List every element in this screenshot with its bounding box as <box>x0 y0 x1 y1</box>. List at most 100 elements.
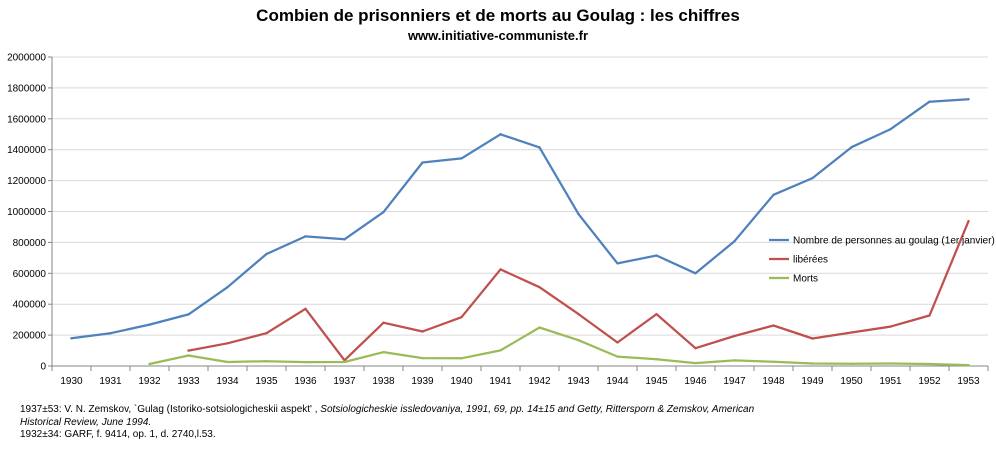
y-tick-label: 1600000 <box>7 114 46 125</box>
x-tick-label: 1942 <box>528 376 551 387</box>
series-2-point <box>928 314 931 317</box>
series-1-point <box>811 176 814 180</box>
footnote-line-2: Historical Review, June 1994. <box>20 416 152 428</box>
footnote-line-1-prefix: 1937±53: V. N. Zemskov, `Gulag (Istoriko… <box>20 404 318 415</box>
footnote-line-3: 1932±34: GARF, f. 9414, op. 1, d. 2740,l… <box>20 429 216 440</box>
x-tick-label: 1952 <box>918 376 941 387</box>
y-tick-label: 1200000 <box>7 176 46 187</box>
series-3-point <box>304 360 307 364</box>
x-tick-label: 1948 <box>762 376 785 387</box>
series-1-point <box>109 332 112 335</box>
line-chart: 0 200000 400000 600000 800000 1000000 1200000 1… <box>7 53 995 388</box>
series-1-point <box>343 238 346 241</box>
series-2-point <box>421 330 424 333</box>
series-2-point <box>733 334 736 338</box>
legend-label: Morts <box>793 274 818 285</box>
series-2-point <box>616 341 619 344</box>
series-1-point <box>616 262 619 265</box>
series-1-point <box>187 313 190 316</box>
series-2-point <box>694 347 697 350</box>
series-2-point <box>655 312 658 316</box>
x-tick-label: 1940 <box>450 376 473 387</box>
series-2-point <box>538 286 541 289</box>
series-3-group <box>148 326 970 367</box>
x-tick-label: 1941 <box>489 376 512 387</box>
x-tick-label: 1937 <box>333 376 356 387</box>
series-lines <box>70 97 970 367</box>
series-3-line <box>148 326 970 367</box>
series-2-point <box>226 342 229 345</box>
y-tick-label: 1400000 <box>7 145 46 156</box>
axes <box>48 56 989 371</box>
x-tick-label: 1946 <box>684 376 707 387</box>
footnote-line-1: 1937±53: V. N. Zemskov, `Gulag (Istoriko… <box>20 404 980 417</box>
legend-item: Morts <box>769 274 818 285</box>
x-axis-ticks: 1930 1931 1932 1933 1934 1935 1936 1937 1938 1939… <box>60 376 980 387</box>
series-1-point <box>382 210 385 214</box>
y-tick-label: 600000 <box>13 269 47 280</box>
series-3-point <box>538 326 541 329</box>
series-1-point <box>772 193 775 197</box>
series-3-point <box>421 356 424 360</box>
series-3-point <box>187 354 190 357</box>
x-tick-label: 1934 <box>216 376 239 387</box>
series-3-point <box>499 349 502 352</box>
legend: Nombre de personnes au goulag (1er janvi… <box>769 236 995 285</box>
x-tick-label: 1932 <box>138 376 161 387</box>
series-1-point <box>538 146 541 149</box>
footnote: 1937±53: V. N. Zemskov, `Gulag (Istoriko… <box>20 404 980 442</box>
series-3-point <box>772 360 775 363</box>
series-1-point <box>694 272 697 275</box>
x-tick-label: 1931 <box>99 376 122 387</box>
y-tick-label: 0 <box>40 362 46 373</box>
legend-label: Nombre de personnes au goulag (1er janvi… <box>793 236 995 247</box>
x-tick-label: 1936 <box>294 376 317 387</box>
series-3-point <box>148 362 151 366</box>
series-1-point <box>70 337 73 340</box>
gridlines <box>52 56 988 336</box>
series-2-point <box>967 220 970 223</box>
series-3-point <box>226 360 229 364</box>
y-tick-label: 1000000 <box>7 207 46 218</box>
series-2-point <box>850 331 853 334</box>
x-tick-label: 1950 <box>840 376 863 387</box>
series-1-point <box>265 252 268 256</box>
legend-item: libérées <box>769 255 828 266</box>
series-3-point <box>265 360 268 363</box>
series-2-point <box>265 332 268 335</box>
y-axis-ticks: 0 200000 400000 600000 800000 1000000 1200000 1… <box>7 53 46 373</box>
series-1-point <box>733 239 736 243</box>
series-1-point <box>850 146 853 149</box>
series-2-point <box>889 325 892 328</box>
series-2-point <box>811 337 814 340</box>
series-2-point <box>187 349 190 352</box>
series-2-point <box>460 315 463 319</box>
x-tick-label: 1935 <box>255 376 278 387</box>
series-1-point <box>655 254 658 257</box>
series-1-point <box>148 323 151 326</box>
x-tick-label: 1951 <box>879 376 902 387</box>
footnote-line-1-italic: Sotsiologicheskie issledovaniya, 1991, 6… <box>317 404 755 415</box>
series-1-point <box>967 97 970 101</box>
x-tick-label: 1953 <box>957 376 980 387</box>
series-3-point <box>343 360 346 364</box>
chart-subtitle: www.initiative-communiste.fr <box>407 28 589 43</box>
series-3-point <box>694 361 697 365</box>
series-1-point <box>577 212 580 216</box>
series-3-point <box>382 350 385 354</box>
x-tick-label: 1947 <box>723 376 746 387</box>
series-3-point <box>967 363 970 367</box>
series-2-point <box>577 312 580 316</box>
y-tick-label: 400000 <box>13 300 47 311</box>
series-3-point <box>616 355 619 358</box>
y-tick-label: 800000 <box>13 238 47 249</box>
series-1-point <box>889 127 892 131</box>
x-tick-label: 1938 <box>372 376 395 387</box>
x-tick-label: 1949 <box>801 376 824 387</box>
series-1-point <box>499 133 502 136</box>
series-3-point <box>733 359 736 362</box>
x-tick-label: 1944 <box>606 376 629 387</box>
y-tick-label: 1800000 <box>7 83 46 94</box>
series-3-point <box>889 362 892 365</box>
y-tick-label: 2000000 <box>7 53 46 64</box>
